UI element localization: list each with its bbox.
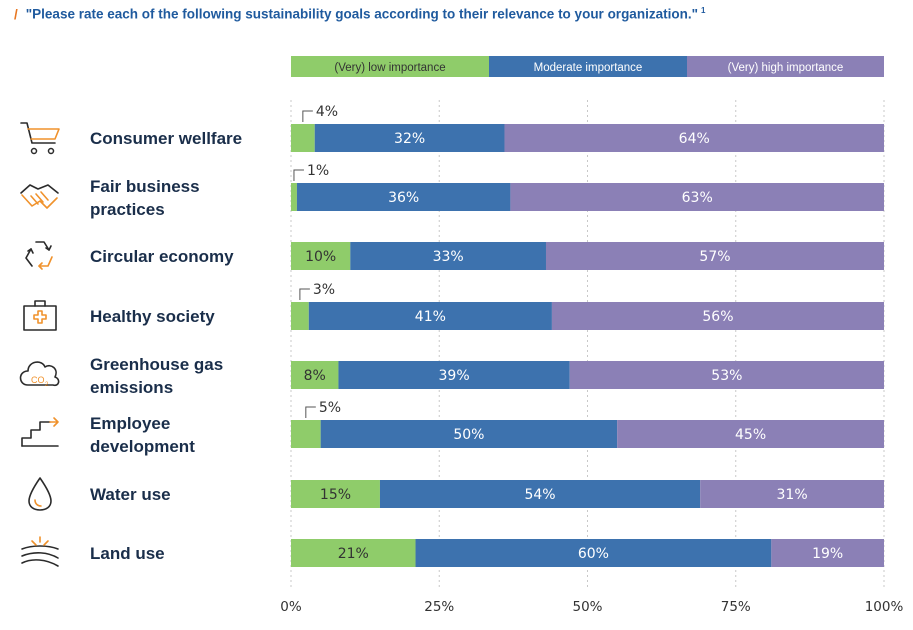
- water-drop-icon: [28, 477, 52, 511]
- category-label: Water use: [90, 485, 171, 504]
- data-label: 33%: [433, 249, 464, 265]
- land-field-icon: [21, 536, 59, 567]
- legend-label: Moderate importance: [534, 62, 643, 74]
- stairs-icon: [21, 417, 59, 447]
- category-label: practices: [90, 200, 165, 219]
- category-label: Consumer wellfare: [90, 129, 242, 148]
- data-label: 19%: [812, 546, 843, 562]
- data-label: 3%: [313, 282, 335, 298]
- data-label: 4%: [316, 104, 338, 120]
- category-label: Land use: [90, 544, 165, 563]
- svg-text:CO: CO: [31, 375, 45, 385]
- cart-icon: [20, 122, 60, 155]
- bar-segment: [338, 361, 570, 389]
- data-label: 21%: [338, 546, 369, 562]
- legend-swatch: [687, 56, 884, 77]
- data-label: 57%: [699, 249, 730, 265]
- bar-segment: [771, 539, 884, 567]
- callout-line: [299, 288, 310, 300]
- bar-segment: [314, 124, 505, 152]
- bar-segment: [308, 302, 552, 330]
- bar-segment: [291, 302, 309, 330]
- data-label: 15%: [320, 487, 351, 503]
- bar-segment: [291, 480, 380, 508]
- bar-segment: [291, 539, 416, 567]
- x-tick-label: 75%: [721, 599, 751, 615]
- bar-segment: [350, 242, 546, 270]
- title-text: "Please rate each of the following susta…: [25, 6, 698, 22]
- bar-segment: [545, 242, 884, 270]
- x-tick-label: 100%: [865, 599, 904, 615]
- x-tick-label: 50%: [572, 599, 602, 615]
- title-footnote: 1: [700, 6, 706, 15]
- callout-line: [305, 406, 316, 418]
- bar-segment: [700, 480, 884, 508]
- data-label: 10%: [305, 249, 336, 265]
- data-label: 54%: [524, 487, 555, 503]
- bar-segment: [296, 183, 511, 211]
- callout-line: [302, 110, 313, 122]
- category-label: Employee: [90, 414, 170, 433]
- svg-text:2: 2: [45, 382, 49, 388]
- data-label: 1%: [307, 163, 329, 179]
- bar-segment: [617, 420, 884, 448]
- category-label: development: [90, 437, 195, 456]
- data-label: 45%: [735, 427, 766, 443]
- data-label: 50%: [453, 427, 484, 443]
- title-marker: /: [14, 6, 18, 22]
- data-label: 31%: [777, 487, 808, 503]
- x-tick-label: 25%: [424, 599, 454, 615]
- bar-segment: [291, 242, 351, 270]
- category-label: Greenhouse gas: [90, 355, 223, 374]
- chart-title: / "Please rate each of the following sust…: [14, 6, 705, 22]
- data-label: 64%: [679, 131, 710, 147]
- legend-swatch: [291, 56, 489, 77]
- bar-segment: [291, 124, 315, 152]
- bar-segment: [379, 480, 701, 508]
- data-label: 5%: [319, 400, 341, 416]
- callout-line: [293, 169, 304, 181]
- bar-segment: [291, 361, 339, 389]
- co2-cloud-icon: CO 2: [19, 361, 60, 388]
- category-label: emissions: [90, 378, 173, 397]
- handshake-icon: [20, 184, 59, 209]
- bar-segment: [320, 420, 618, 448]
- data-label: 8%: [304, 368, 326, 384]
- bar-segment: [569, 361, 884, 389]
- data-label: 41%: [415, 309, 446, 325]
- first-aid-kit-icon: [23, 300, 57, 331]
- bar-segment: [551, 302, 884, 330]
- legend-label: (Very) low importance: [334, 62, 445, 74]
- data-label: 53%: [711, 368, 742, 384]
- bar-segment: [504, 124, 884, 152]
- category-label: Fair business: [90, 177, 200, 196]
- legend-swatch: [489, 56, 687, 77]
- category-label: Circular economy: [90, 247, 234, 266]
- category-label: Healthy society: [90, 307, 215, 326]
- data-label: 56%: [702, 309, 733, 325]
- data-label: 63%: [682, 190, 713, 206]
- x-tick-label: 0%: [280, 599, 302, 615]
- data-label: 32%: [394, 131, 425, 147]
- bar-segment: [291, 183, 297, 211]
- bar-segment: [415, 539, 772, 567]
- data-label: 60%: [578, 546, 609, 562]
- data-label: 39%: [439, 368, 470, 384]
- data-label: 36%: [388, 190, 419, 206]
- legend-label: (Very) high importance: [728, 62, 844, 74]
- bar-segment: [510, 183, 884, 211]
- recycle-icon: [25, 241, 53, 270]
- bar-segment: [291, 420, 321, 448]
